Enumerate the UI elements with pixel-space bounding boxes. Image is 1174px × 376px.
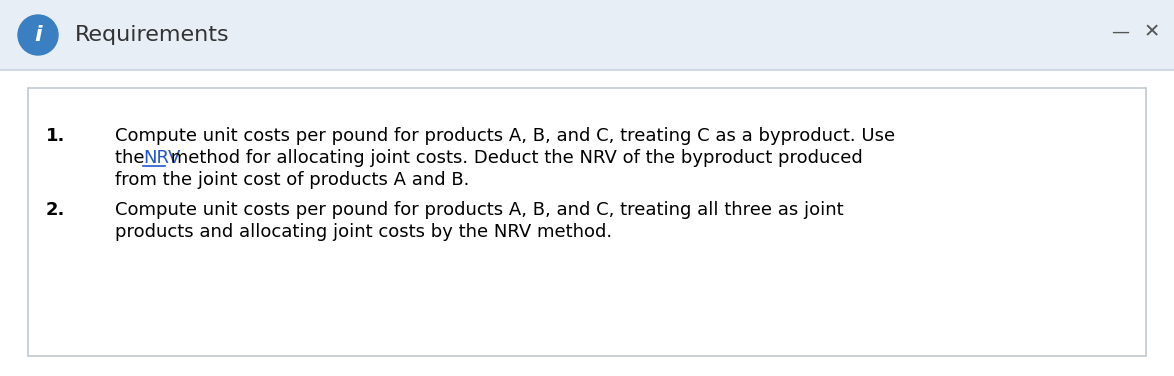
Text: 1.: 1. (46, 127, 65, 145)
FancyBboxPatch shape (28, 88, 1146, 356)
Text: from the joint cost of products A and B.: from the joint cost of products A and B. (115, 171, 470, 189)
Text: i: i (34, 25, 42, 45)
Text: the: the (115, 149, 150, 167)
Text: method for allocating joint costs. Deduct the NRV of the byproduct produced: method for allocating joint costs. Deduc… (166, 149, 863, 167)
Text: —: — (1111, 23, 1129, 41)
Text: Compute unit costs per pound for products A, B, and C, treating C as a byproduct: Compute unit costs per pound for product… (115, 127, 895, 145)
Text: NRV: NRV (143, 149, 181, 167)
Text: Compute unit costs per pound for products A, B, and C, treating all three as joi: Compute unit costs per pound for product… (115, 201, 844, 219)
Text: ✕: ✕ (1143, 23, 1160, 41)
Text: Requirements: Requirements (75, 25, 230, 45)
FancyBboxPatch shape (0, 70, 1174, 376)
Text: products and allocating joint costs by the NRV method.: products and allocating joint costs by t… (115, 223, 612, 241)
FancyBboxPatch shape (0, 0, 1174, 70)
Circle shape (18, 15, 58, 55)
Text: 2.: 2. (46, 201, 65, 219)
